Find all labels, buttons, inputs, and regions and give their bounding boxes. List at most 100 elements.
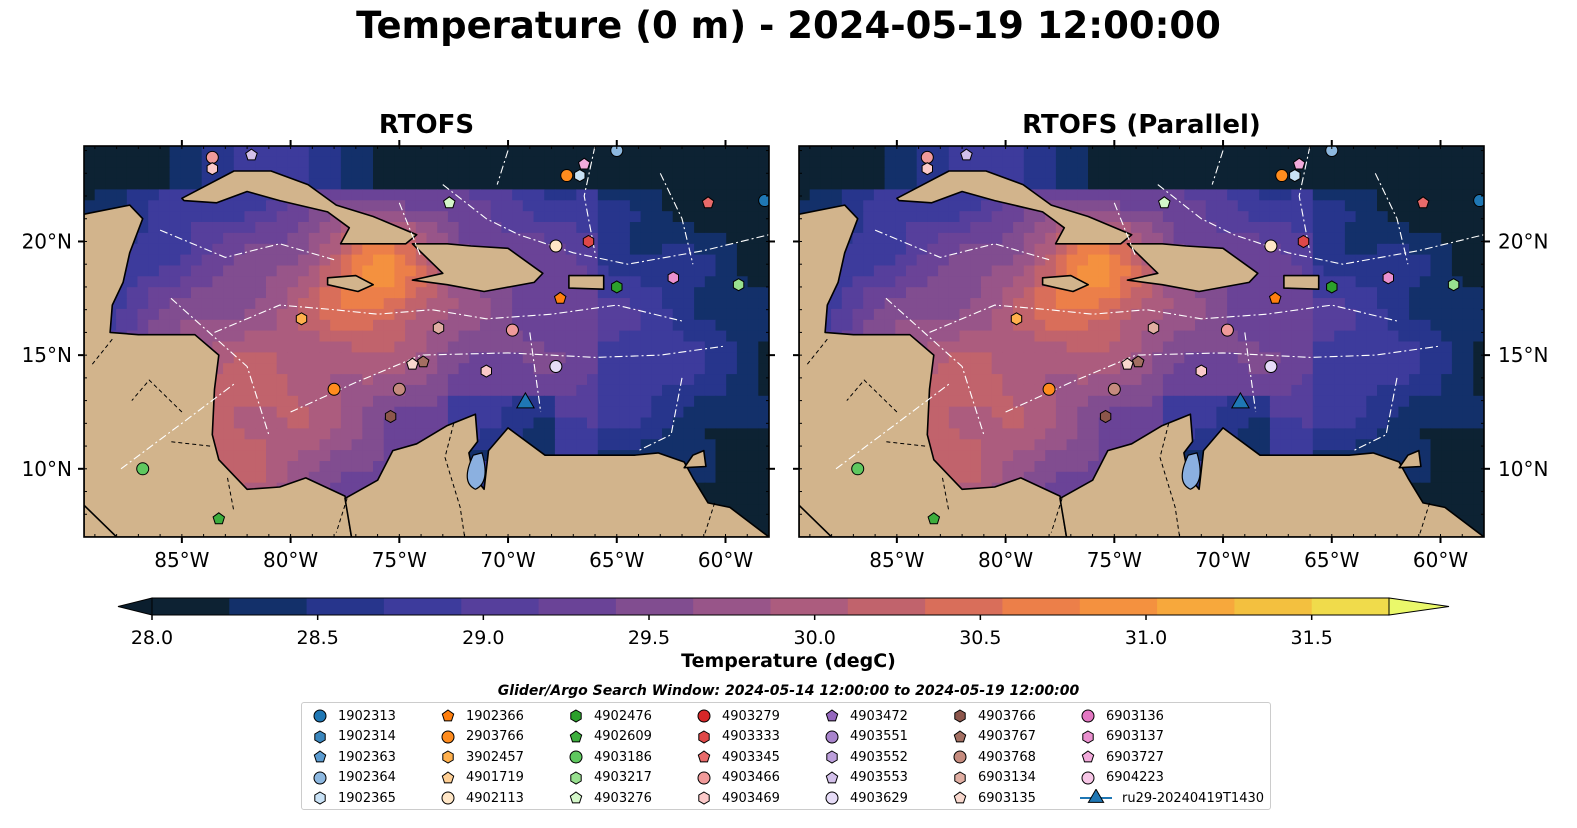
marker-2903766 — [560, 169, 574, 183]
legend-item: 3902457 — [438, 747, 524, 767]
marker-4903466 — [205, 150, 219, 164]
legend-item: 4903552 — [822, 747, 908, 767]
y-tick-label: 20°N — [22, 229, 72, 253]
marker-4903469 — [1195, 364, 1207, 378]
marker-4903333 — [582, 234, 595, 249]
panel-title-rtofs: RTOFS — [378, 110, 475, 140]
marker-3902457 — [1010, 312, 1023, 326]
marker-1902366 — [1268, 291, 1282, 304]
colorbar-bin — [538, 598, 617, 615]
marker-1902365 — [1289, 169, 1301, 183]
marker-6903727 — [1292, 157, 1306, 170]
platform-markers — [136, 146, 769, 525]
legend-marker-hexagon — [442, 750, 454, 764]
marker-4903766 — [384, 409, 397, 424]
marker-4903469 — [480, 364, 492, 378]
legend-label: 6903727 — [1106, 749, 1164, 765]
marker-4903629 — [549, 360, 563, 374]
legend-label: 6903137 — [1106, 729, 1164, 745]
marker-4903345 — [1416, 196, 1430, 209]
x-tick-label: 70°W — [480, 548, 535, 572]
legend-label: 1902363 — [338, 749, 396, 765]
jamaica-land — [326, 274, 375, 293]
marker-3902457 — [295, 312, 308, 326]
legend-marker-hexagon — [570, 771, 582, 785]
legend-marker-pentagon — [313, 750, 327, 763]
colorbar-bin — [1002, 598, 1081, 615]
marker-6903137 — [667, 271, 679, 285]
country-borders — [90, 338, 716, 537]
legend-item: 4903186 — [566, 747, 652, 767]
trinidad-land — [683, 449, 707, 469]
marker-4902609 — [927, 512, 941, 525]
legend-marker-pentagon — [569, 791, 583, 804]
x-tick-label: 80°W — [978, 548, 1033, 572]
colorbar-bin — [152, 598, 230, 615]
legend-item: 1902366 — [438, 706, 524, 726]
marker-4903767 — [1131, 355, 1145, 368]
legend-item: 4902609 — [566, 727, 652, 747]
marker-4903186 — [851, 462, 865, 476]
colorbar-tick-label: 31.5 — [1291, 627, 1333, 646]
map-panel-rtofs-parallel: 85°W 80°W 75°W 70°W 65°W 60°W 10°N 15°N 20°N — [793, 140, 1548, 572]
legend-label: 4903472 — [850, 708, 908, 724]
axis-ticks — [78, 140, 775, 543]
legend-marker-pentagon — [825, 709, 839, 722]
legend-item: 4903472 — [822, 706, 908, 726]
marker-6903135 — [1121, 357, 1134, 370]
colorbar-title: Temperature (degC) — [681, 650, 896, 672]
x-tick-label: 85°W — [869, 548, 924, 572]
legend-marker-hexagon — [314, 791, 326, 805]
marker-6903134 — [432, 321, 445, 335]
colorbar-tick-label: 28.5 — [297, 627, 339, 646]
hispaniola-land — [411, 243, 544, 293]
country-borders — [805, 338, 1431, 537]
legend-label: 1902313 — [338, 708, 396, 724]
land-masses — [799, 170, 1484, 537]
legend-item: 6904223 — [1078, 768, 1164, 788]
legend-label: 1902365 — [338, 790, 396, 806]
legend-marker-pentagon — [953, 729, 967, 742]
marker-4903768 — [392, 382, 406, 396]
legend-item: 1902363 — [310, 747, 396, 767]
marker-4903217 — [732, 278, 745, 292]
marker-6903727 — [577, 157, 591, 170]
temperature-colorbar: 28.0 28.5 29.0 29.5 30.0 30.5 31.0 31.5 — [117, 597, 1450, 646]
legend-label: 1902366 — [466, 708, 524, 724]
marker-4903767 — [416, 355, 430, 368]
marker-1902313 — [1473, 194, 1484, 208]
legend-marker-circle — [441, 730, 455, 744]
legend-marker-circle — [953, 750, 967, 764]
legend-marker-circle — [697, 709, 711, 723]
x-tick-label: 65°W — [589, 548, 644, 572]
marker-4903186 — [136, 462, 150, 476]
colorbar-tick-label: 28.0 — [131, 627, 173, 646]
legend-item: 1902364 — [310, 768, 396, 788]
marker-6903137 — [1382, 271, 1394, 285]
x-tick-label: 70°W — [1195, 548, 1250, 572]
x-tick-label: 85°W — [154, 548, 209, 572]
legend-item: 6903727 — [1078, 747, 1164, 767]
maritime-boundaries — [120, 146, 769, 470]
colorbar-bin — [306, 598, 385, 615]
legend-item: 4903768 — [950, 747, 1036, 767]
legend-marker-circle — [697, 771, 711, 785]
marker-4903553 — [960, 148, 973, 161]
legend-marker-circle — [1081, 709, 1095, 723]
legend-marker-circle — [569, 750, 583, 764]
marker-4903629 — [1264, 360, 1278, 374]
legend-label: 4903768 — [978, 749, 1036, 765]
pacific-coast-land — [799, 504, 833, 537]
colorbar-bin — [461, 598, 540, 615]
marker-4903768 — [1107, 382, 1121, 396]
marker-6903134 — [1147, 321, 1160, 335]
legend-marker-hexagon — [954, 709, 966, 723]
legend-item: 4902476 — [566, 706, 652, 726]
legend-label: 4903553 — [850, 770, 908, 786]
legend-item: 4903333 — [694, 727, 780, 747]
south-america-land — [344, 413, 769, 537]
legend-marker-hexagon — [826, 750, 838, 764]
colorbar-tick-label: 30.0 — [794, 627, 836, 646]
cuba-land — [896, 170, 1133, 245]
puerto-rico-land — [1283, 274, 1320, 290]
